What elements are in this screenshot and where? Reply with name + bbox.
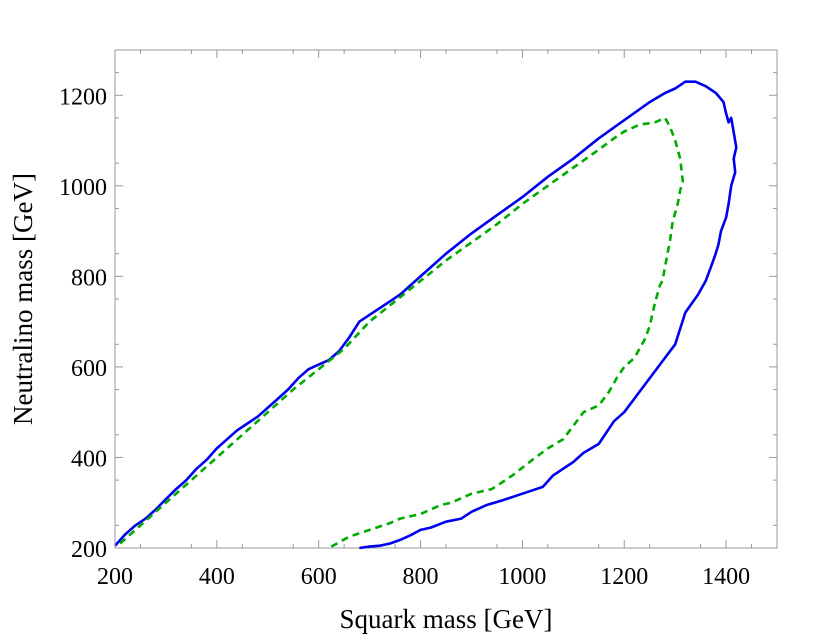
x-tick-label: 600 — [301, 564, 337, 590]
y-tick-label: 600 — [71, 356, 107, 382]
y-tick-label: 1000 — [59, 175, 107, 201]
y-axis-ticks: 200 400 600 800 1000 1200 — [59, 84, 777, 563]
minor-ticks — [115, 50, 777, 548]
x-tick-label: 400 — [199, 564, 235, 590]
dashed-contour-line — [119, 116, 685, 550]
y-tick-label: 200 — [71, 537, 107, 563]
y-tick-label: 400 — [71, 446, 107, 472]
y-tick-label: 800 — [71, 265, 107, 291]
solid-contour-line — [114, 80, 738, 550]
y-axis-label: Neutralino mass [GeV] — [8, 173, 38, 425]
x-tick-label: 1000 — [498, 564, 546, 590]
x-axis-label: Squark mass [GeV] — [340, 604, 553, 634]
x-tick-label: 1400 — [702, 564, 750, 590]
x-tick-label: 200 — [97, 564, 133, 590]
y-tick-label: 1200 — [59, 84, 107, 110]
series-layer — [114, 80, 738, 550]
x-tick-label: 800 — [403, 564, 439, 590]
plot-frame — [114, 49, 778, 549]
x-axis-ticks: 200 400 600 800 1000 1200 1400 — [97, 50, 750, 590]
x-tick-label: 1200 — [600, 564, 648, 590]
